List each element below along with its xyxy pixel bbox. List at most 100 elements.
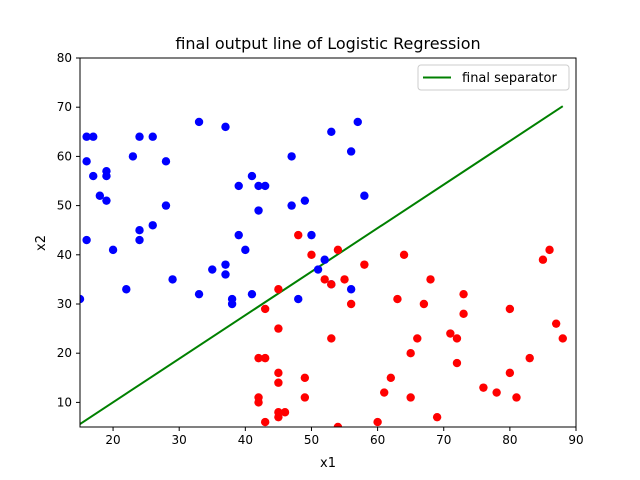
data-point bbox=[274, 324, 282, 332]
x-tick-label: 50 bbox=[304, 433, 319, 447]
data-point bbox=[241, 246, 249, 254]
data-point bbox=[327, 280, 335, 288]
data-point bbox=[453, 359, 461, 367]
data-point bbox=[526, 354, 534, 362]
x-tick-label: 30 bbox=[172, 433, 187, 447]
data-point bbox=[559, 334, 567, 342]
data-point bbox=[347, 300, 355, 308]
data-point bbox=[168, 275, 176, 283]
data-point bbox=[149, 133, 157, 141]
data-point bbox=[453, 334, 461, 342]
data-point bbox=[162, 157, 170, 165]
x-tick-label: 40 bbox=[238, 433, 253, 447]
data-point bbox=[102, 196, 110, 204]
data-point bbox=[287, 201, 295, 209]
data-point bbox=[195, 118, 203, 126]
data-point bbox=[545, 246, 553, 254]
data-point bbox=[208, 265, 216, 273]
data-point bbox=[162, 201, 170, 209]
data-point bbox=[406, 393, 414, 401]
data-point bbox=[254, 398, 262, 406]
data-point bbox=[89, 133, 97, 141]
data-point bbox=[274, 285, 282, 293]
data-point bbox=[254, 206, 262, 214]
data-point bbox=[413, 334, 421, 342]
data-point bbox=[122, 285, 130, 293]
legend-label: final separator bbox=[462, 71, 557, 86]
data-point bbox=[135, 226, 143, 234]
data-point bbox=[479, 383, 487, 391]
data-point bbox=[340, 275, 348, 283]
data-point bbox=[235, 231, 243, 239]
data-point bbox=[294, 231, 302, 239]
data-point bbox=[373, 418, 381, 426]
data-point bbox=[129, 152, 137, 160]
chart-title: final output line of Logistic Regression bbox=[175, 34, 480, 53]
data-point bbox=[301, 393, 309, 401]
data-point bbox=[109, 246, 117, 254]
data-point bbox=[327, 128, 335, 136]
data-point bbox=[406, 349, 414, 357]
data-point bbox=[261, 418, 269, 426]
data-point bbox=[281, 408, 289, 416]
data-point bbox=[327, 334, 335, 342]
data-point bbox=[135, 133, 143, 141]
data-point bbox=[393, 295, 401, 303]
y-tick-label: 60 bbox=[57, 149, 72, 163]
data-point bbox=[149, 221, 157, 229]
data-point bbox=[195, 290, 203, 298]
data-point bbox=[459, 310, 467, 318]
data-point bbox=[261, 182, 269, 190]
data-point bbox=[512, 393, 520, 401]
data-point bbox=[82, 236, 90, 244]
legend: final separator bbox=[418, 65, 569, 90]
data-point bbox=[380, 388, 388, 396]
data-point bbox=[228, 300, 236, 308]
data-point bbox=[433, 413, 441, 421]
y-axis-label: x2 bbox=[34, 235, 49, 251]
data-point bbox=[539, 256, 547, 264]
y-tick-label: 10 bbox=[57, 395, 72, 409]
x-tick-label: 60 bbox=[370, 433, 385, 447]
y-tick-label: 70 bbox=[57, 100, 72, 114]
data-point bbox=[221, 270, 229, 278]
data-point bbox=[287, 152, 295, 160]
data-point bbox=[400, 251, 408, 259]
data-point bbox=[82, 157, 90, 165]
y-tick-label: 40 bbox=[57, 248, 72, 262]
data-point bbox=[261, 305, 269, 313]
data-point bbox=[89, 172, 97, 180]
data-point bbox=[102, 172, 110, 180]
data-point bbox=[387, 374, 395, 382]
y-tick-label: 80 bbox=[57, 51, 72, 65]
data-point bbox=[426, 275, 434, 283]
data-point bbox=[320, 256, 328, 264]
x-tick-label: 70 bbox=[436, 433, 451, 447]
data-point bbox=[274, 369, 282, 377]
data-point bbox=[334, 246, 342, 254]
x-axis-label: x1 bbox=[320, 456, 336, 471]
data-point bbox=[294, 295, 302, 303]
data-point bbox=[274, 379, 282, 387]
data-point bbox=[221, 123, 229, 131]
data-point bbox=[459, 290, 467, 298]
y-tick-label: 20 bbox=[57, 346, 72, 360]
data-point bbox=[248, 290, 256, 298]
data-point bbox=[420, 300, 428, 308]
data-point bbox=[506, 305, 514, 313]
data-point bbox=[235, 182, 243, 190]
data-point bbox=[347, 147, 355, 155]
data-point bbox=[492, 388, 500, 396]
data-point bbox=[347, 285, 355, 293]
y-tick-label: 50 bbox=[57, 199, 72, 213]
y-tick-label: 30 bbox=[57, 297, 72, 311]
data-point bbox=[301, 196, 309, 204]
data-point bbox=[314, 265, 322, 273]
data-point bbox=[506, 369, 514, 377]
x-tick-label: 80 bbox=[502, 433, 517, 447]
data-point bbox=[221, 260, 229, 268]
data-point bbox=[360, 192, 368, 200]
x-tick-label: 90 bbox=[568, 433, 583, 447]
data-point bbox=[135, 236, 143, 244]
